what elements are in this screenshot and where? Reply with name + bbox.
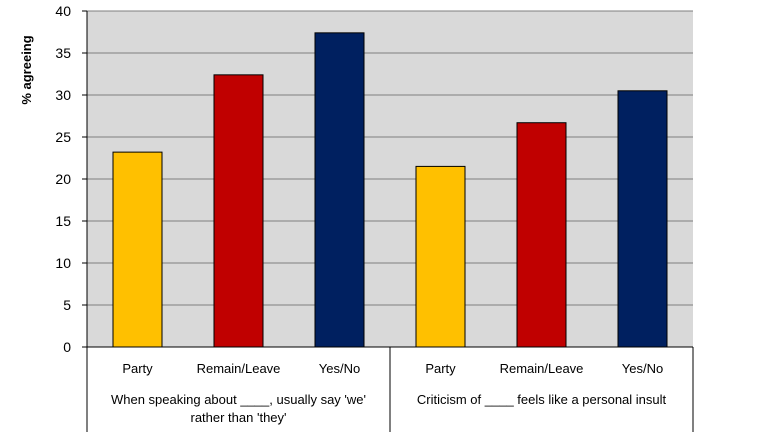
x-group-label: rather than 'they' xyxy=(190,410,286,425)
bar-yes-no-g2 xyxy=(617,90,668,348)
y-tick-label: 30 xyxy=(55,87,71,103)
x-category-label: Remain/Leave xyxy=(500,361,584,376)
y-tick-label: 25 xyxy=(55,129,71,145)
bar-yes-no-g1 xyxy=(314,32,365,348)
x-category-label: Party xyxy=(122,361,153,376)
bar-remain-leave-g1 xyxy=(213,74,264,348)
x-category-label: Yes/No xyxy=(622,361,663,376)
x-category-label: Yes/No xyxy=(319,361,360,376)
bar-party-g1 xyxy=(112,151,163,348)
x-category-label: Party xyxy=(425,361,456,376)
bar-party-g2 xyxy=(415,165,466,348)
y-tick-label: 0 xyxy=(63,339,71,355)
bar-remain-leave-g2 xyxy=(516,122,567,348)
x-category-label: Remain/Leave xyxy=(197,361,281,376)
y-axis-label: % agreeing xyxy=(19,35,34,104)
x-group-label: Criticism of ____ feels like a personal … xyxy=(417,392,667,407)
y-tick-label: 15 xyxy=(55,213,71,229)
y-tick-label: 10 xyxy=(55,255,71,271)
y-tick-label: 35 xyxy=(55,45,71,61)
y-tick-label: 20 xyxy=(55,171,71,187)
y-tick-label: 40 xyxy=(55,3,71,19)
x-group-label: When speaking about ____, usually say 'w… xyxy=(111,392,366,407)
y-tick-label: 5 xyxy=(63,297,71,313)
